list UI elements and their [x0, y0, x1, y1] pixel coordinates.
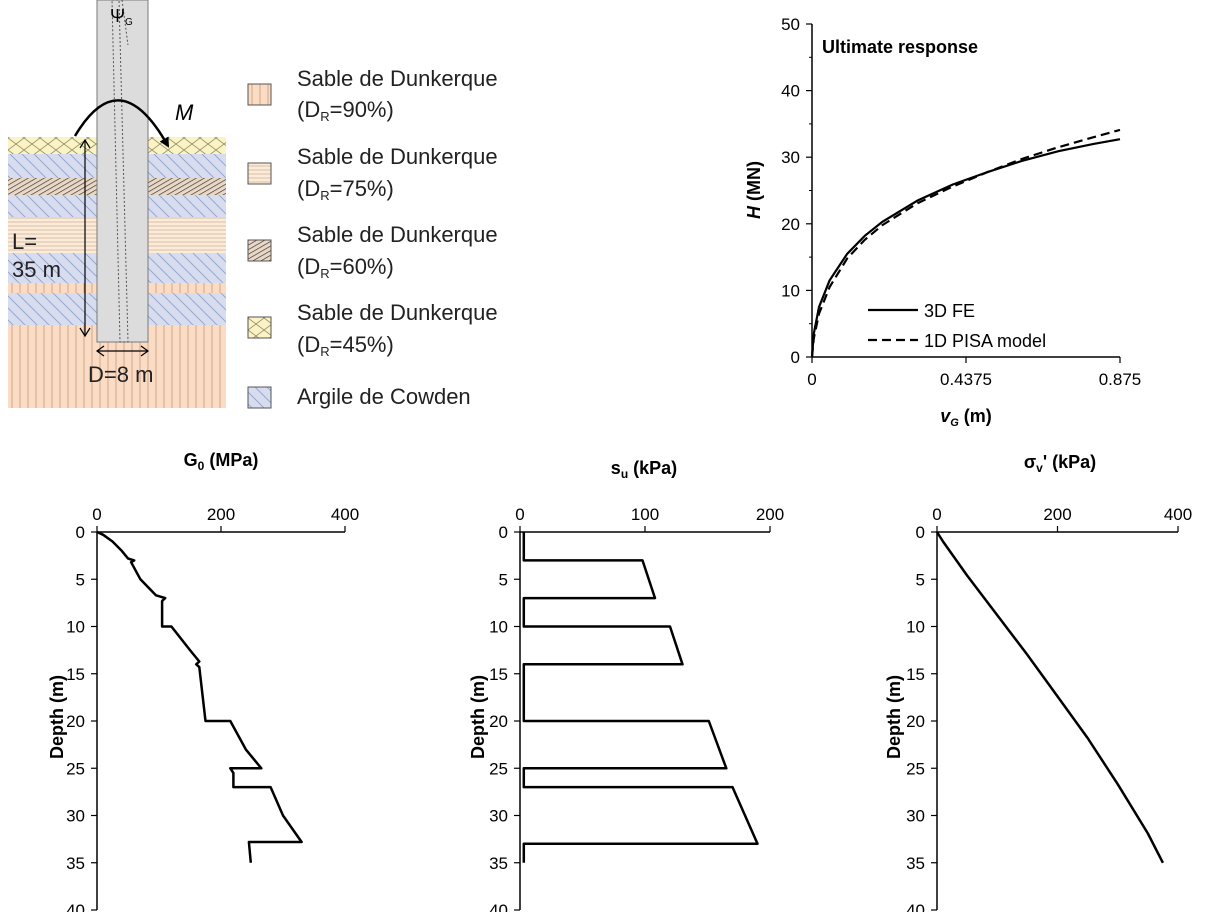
chart-su-title: su (kPa): [611, 458, 677, 481]
series-1d-pisa-line: [810, 128, 1121, 358]
chart-sv-xtick-label: 400: [1164, 505, 1192, 524]
chart-h-xtick-label: 0: [807, 370, 816, 389]
chart-sv-ytick-label: 15: [906, 665, 925, 684]
legend-sand-60-title: Sable de Dunkerque: [297, 222, 498, 247]
chart-su-ytick-label: 15: [489, 665, 508, 684]
chart-su-xtick-label: 100: [631, 505, 659, 524]
chart-su-xtick-label: 0: [515, 505, 524, 524]
psi-label: ΨG: [110, 6, 133, 28]
chart-h-xtick-label: 0.4375: [940, 370, 992, 389]
chart-sigma-v: σv' (kPa) Depth (m) 0 200 400 0 5 10 15 20 25 30 3…: [884, 452, 1192, 912]
chart-h-ytick-label: 30: [781, 148, 800, 167]
series-3d-fe-line: [810, 138, 1121, 358]
chart-sv-profile-line: [935, 531, 1165, 864]
legend-sand-90-detail: (DR=90%): [297, 97, 394, 124]
chart-sv-ytick-label: 10: [906, 618, 925, 637]
chart-h-title: Ultimate response: [822, 37, 978, 57]
chart-h-ytick-label: 10: [781, 281, 800, 300]
pile-schematic: ΨG M L= 35 m D=8 m: [8, 0, 226, 408]
legend-sand-75-detail: (DR=75%): [297, 176, 394, 203]
chart-g0-ylabel: Depth (m): [47, 675, 67, 759]
chart-g0-ytick-label: 15: [66, 665, 85, 684]
chart-su: su (kPa) Depth (m) 0 100 200 0 5 10 15 20 25 30 35…: [468, 458, 784, 912]
rotated-pile-outline: [111, 0, 129, 343]
legend-1d-pisa-label: 1D PISA model: [924, 331, 1046, 351]
length-label-line1: L=: [12, 229, 37, 254]
chart-h-ytick-label: 40: [781, 82, 800, 101]
moment-arrow: [73, 99, 170, 148]
chart-su-ytick-label: 40: [489, 901, 508, 912]
chart-h-xlabel: vG (m): [940, 406, 992, 429]
sand-75-swatch: [247, 162, 272, 185]
chart-sv-ytick-label: 20: [906, 712, 925, 731]
sand-60-swatch: [247, 239, 272, 262]
chart-g0-ytick-label: 25: [66, 759, 85, 778]
diameter-label: D=8 m: [88, 362, 153, 387]
legend-sand-90-title: Sable de Dunkerque: [297, 66, 498, 91]
legend-3d-fe-label: 3D FE: [924, 301, 975, 321]
chart-sv-title: σv' (kPa): [1024, 452, 1096, 475]
monopile: [96, 0, 149, 343]
clay-swatch: [247, 386, 272, 409]
legend-clay-title: Argile de Cowden: [297, 384, 471, 409]
chart-g0-ytick-label: 5: [76, 570, 85, 589]
chart-g0-ytick-label: 10: [66, 618, 85, 637]
legend-sand-45-title: Sable de Dunkerque: [297, 300, 498, 325]
diameter-arrow-right: [140, 345, 150, 357]
soil-legend: Sable de Dunkerque (DR=90%) Sable de Dun…: [247, 66, 498, 409]
chart-g0-xtick-label: 200: [207, 505, 235, 524]
chart-su-xtick-label: 200: [756, 505, 784, 524]
chart-sv-ytick-label: 25: [906, 759, 925, 778]
diameter-arrow-left: [95, 345, 105, 357]
chart-sv-ytick-label: 5: [916, 570, 925, 589]
chart-g0: G0 (MPa) Depth (m) 0 200 400 0 5 10 15 20 25 30 35…: [47, 450, 359, 912]
sand-90-swatch: [247, 83, 272, 106]
pile-axis-line: [121, 0, 129, 46]
length-arrow-bottom: [79, 327, 91, 338]
chart-su-ytick-label: 0: [499, 523, 508, 542]
chart-h-ylabel: H (MN): [744, 161, 764, 219]
sand-45-swatch: [247, 316, 272, 339]
chart-h-ytick-label: 20: [781, 215, 800, 234]
length-arrow-top: [79, 138, 91, 149]
chart-g0-profile-line: [96, 530, 303, 863]
legend-sand-75-title: Sable de Dunkerque: [297, 144, 498, 169]
moment-label: M: [175, 100, 194, 125]
chart-sv-ytick-label: 0: [916, 523, 925, 542]
chart-sv-ylabel: Depth (m): [884, 675, 904, 759]
chart-g0-ytick-label: 20: [66, 712, 85, 731]
chart-su-ytick-label: 25: [489, 759, 508, 778]
chart-h-xtick-label: 0.875: [1099, 370, 1142, 389]
chart-su-ytick-label: 35: [489, 854, 508, 873]
chart-sv-xtick-label: 0: [932, 505, 941, 524]
chart-sv-ytick-label: 40: [906, 901, 925, 912]
chart-g0-ytick-label: 40: [66, 901, 85, 912]
chart-su-ytick-label: 5: [499, 570, 508, 589]
chart-h-ytick-label: 50: [781, 15, 800, 34]
chart-sv-ytick-label: 35: [906, 854, 925, 873]
chart-g0-ytick-label: 0: [76, 523, 85, 542]
chart-g0-ytick-label: 35: [66, 854, 85, 873]
chart-sv-xtick-label: 200: [1043, 505, 1071, 524]
chart-su-profile-line: [522, 532, 759, 863]
legend-sand-60-detail: (DR=60%): [297, 254, 394, 281]
chart-g0-xtick-label: 0: [92, 505, 101, 524]
chart-g0-title: G0 (MPa): [184, 450, 259, 473]
chart-g0-xtick-label: 400: [331, 505, 359, 524]
chart-h-ytick-label: 0: [791, 348, 800, 367]
chart-su-ylabel: Depth (m): [468, 675, 488, 759]
chart-ultimate-response: Ultimate response H (MN) vG (m) 3D FE 1D…: [744, 15, 1141, 429]
length-label-line2: 35 m: [12, 257, 61, 282]
chart-su-ytick-label: 20: [489, 712, 508, 731]
chart-g0-ytick-label: 30: [66, 807, 85, 826]
chart-su-ytick-label: 10: [489, 618, 508, 637]
legend-sand-45-detail: (DR=45%): [297, 332, 394, 359]
chart-su-ytick-label: 30: [489, 807, 508, 826]
chart-sv-ytick-label: 30: [906, 807, 925, 826]
